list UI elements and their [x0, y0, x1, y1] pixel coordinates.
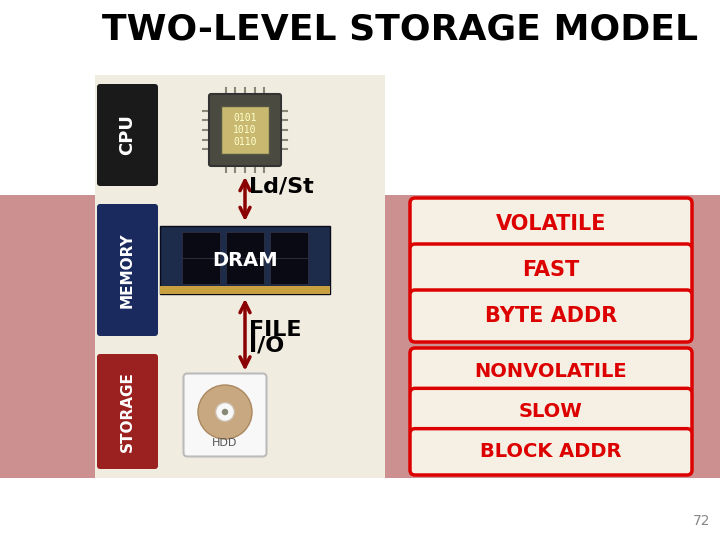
FancyBboxPatch shape [209, 94, 281, 166]
Text: 0101: 0101 [233, 113, 257, 123]
Text: BLOCK ADDR: BLOCK ADDR [480, 442, 622, 461]
FancyBboxPatch shape [97, 204, 158, 336]
Circle shape [215, 402, 235, 421]
Text: 72: 72 [693, 514, 710, 528]
Bar [270, 232, 308, 258]
Text: VOLATILE: VOLATILE [496, 214, 606, 234]
FancyBboxPatch shape [184, 374, 266, 456]
FancyBboxPatch shape [410, 244, 692, 296]
Bar [160, 286, 330, 294]
Text: MEMORY: MEMORY [120, 232, 135, 308]
FancyBboxPatch shape [410, 348, 692, 394]
FancyBboxPatch shape [410, 388, 692, 435]
FancyBboxPatch shape [410, 198, 692, 250]
Circle shape [222, 409, 228, 415]
Bar [226, 232, 264, 258]
Text: 0110: 0110 [233, 137, 257, 147]
FancyBboxPatch shape [410, 290, 692, 342]
Text: FILE: FILE [249, 320, 302, 340]
Bar [0, 195, 720, 345]
Text: FAST: FAST [523, 260, 580, 280]
Text: SLOW: SLOW [519, 402, 583, 421]
Text: TWO-LEVEL STORAGE MODEL: TWO-LEVEL STORAGE MODEL [102, 13, 698, 47]
Bar [270, 258, 308, 284]
Bar [182, 232, 220, 258]
Text: STORAGE: STORAGE [120, 371, 135, 452]
Text: 1010: 1010 [233, 125, 257, 135]
Text: HDD: HDD [212, 437, 238, 448]
Bar [95, 75, 385, 478]
Text: DRAM: DRAM [212, 251, 278, 269]
Circle shape [198, 385, 252, 439]
Text: CPU: CPU [119, 114, 137, 156]
Bar [0, 345, 720, 478]
FancyBboxPatch shape [97, 354, 158, 469]
FancyBboxPatch shape [410, 429, 692, 475]
Bar [226, 258, 264, 284]
Text: Ld/St: Ld/St [249, 177, 314, 197]
FancyBboxPatch shape [97, 84, 158, 186]
Bar [182, 258, 220, 284]
Bar [221, 106, 269, 154]
Text: BYTE ADDR: BYTE ADDR [485, 306, 617, 326]
Text: I/O: I/O [249, 336, 284, 356]
Text: NONVOLATILE: NONVOLATILE [474, 362, 627, 381]
Bar [160, 226, 330, 294]
